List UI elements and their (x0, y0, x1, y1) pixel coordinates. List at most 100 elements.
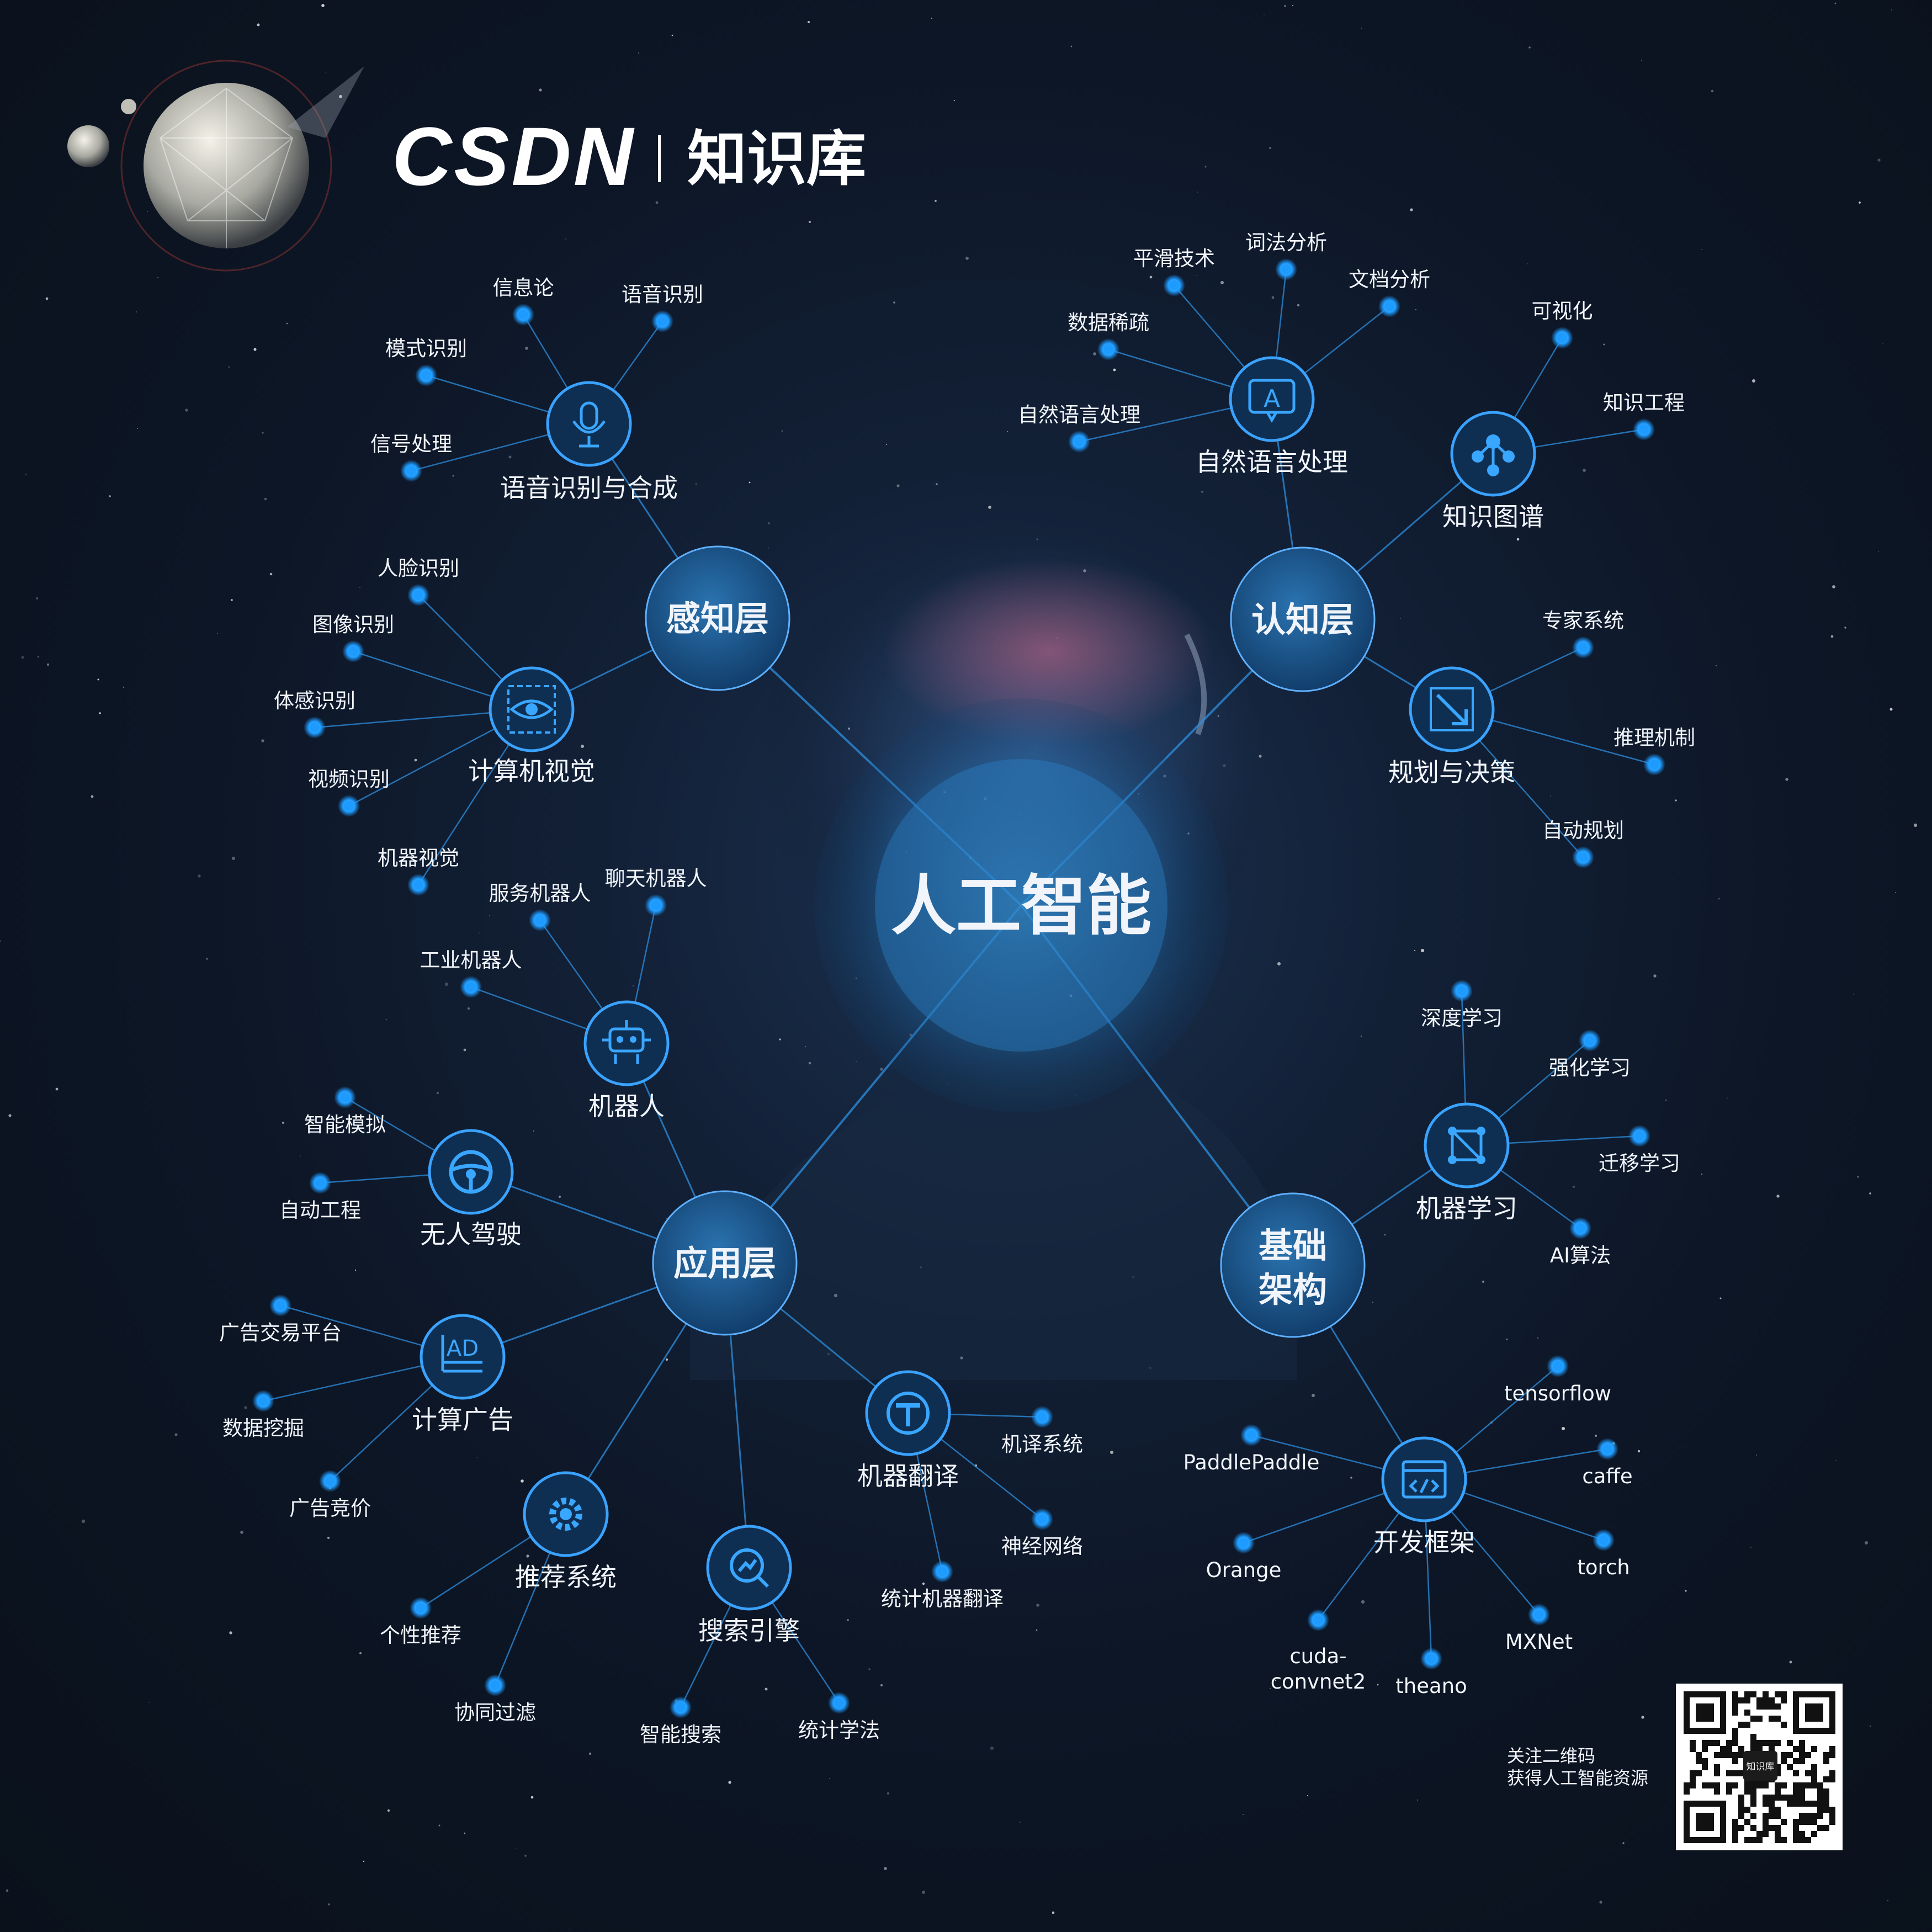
star (253, 348, 257, 351)
hub-perception[interactable]: 感知层 (645, 545, 790, 691)
group-node-translate[interactable]: 机器翻译 (857, 1370, 959, 1491)
leaf-node[interactable]: 统计机器翻译 (881, 1561, 1004, 1611)
star (602, 1577, 604, 1579)
leaf-node[interactable]: 机器视觉 (378, 846, 459, 896)
qr-module (1702, 1764, 1708, 1770)
leaf-node[interactable]: 语音识别 (622, 283, 703, 332)
leaf-node[interactable]: 知识工程 (1603, 391, 1685, 440)
leaf-node[interactable]: tensorflow (1504, 1355, 1611, 1405)
group-node-ml[interactable]: 机器学习 (1416, 1102, 1517, 1223)
leaf-node[interactable]: 自动工程 (279, 1172, 361, 1222)
group-node-kg[interactable]: 知识图谱 (1442, 411, 1544, 532)
leaf-node[interactable]: 可视化 (1532, 299, 1593, 349)
leaf-node[interactable]: AI算法 (1550, 1217, 1611, 1267)
hub-cognition[interactable]: 认知层 (1230, 546, 1376, 692)
qr-module (1817, 1825, 1823, 1831)
leaf-label: 可视化 (1532, 299, 1593, 323)
leaf-node[interactable]: 统计学法 (798, 1692, 880, 1742)
leaf-node[interactable]: 图像识别 (312, 613, 394, 662)
qr-module (1805, 1782, 1811, 1788)
leaf-node[interactable]: 个性推荐 (380, 1597, 461, 1647)
leaf-dot-core (1599, 1535, 1609, 1545)
leaf-node[interactable]: 文档分析 (1349, 268, 1430, 317)
leaf-node[interactable]: 工业机器人 (420, 948, 522, 998)
leaf-node[interactable]: 信息论 (493, 276, 554, 326)
leaf-node[interactable]: 自然语言处理 (1018, 403, 1140, 453)
qr-module (1763, 1831, 1769, 1837)
leaf-node[interactable]: 专家系统 (1542, 609, 1624, 659)
leaf-dot-core (275, 1301, 285, 1310)
group-node-robot[interactable]: 机器人 (583, 1000, 670, 1121)
group-node-nlp[interactable]: A 自然语言处理 (1196, 356, 1348, 477)
star (354, 1269, 357, 1271)
leaf-node[interactable]: MXNet (1505, 1604, 1573, 1654)
leaf-node[interactable]: theano (1395, 1648, 1467, 1698)
leaf-node[interactable]: 数据挖掘 (222, 1390, 304, 1440)
leaf-node[interactable]: Orange (1206, 1532, 1282, 1582)
leaf-label: 自动规划 (1542, 819, 1624, 842)
leaf-node[interactable]: 人脸识别 (378, 556, 459, 606)
leaf-label: 信息论 (493, 276, 554, 300)
qr-module (1799, 1831, 1805, 1837)
group-node-driving[interactable]: 无人驾驶 (420, 1129, 522, 1249)
star (1637, 1450, 1641, 1453)
group-node-speech[interactable]: 语音识别与合成 (500, 381, 678, 503)
qr-module (1787, 1752, 1793, 1758)
leaf-node[interactable]: 模式识别 (385, 337, 467, 386)
leaf-node[interactable]: torch (1577, 1529, 1630, 1579)
leaf-node[interactable]: cuda-convnet2 (1271, 1609, 1366, 1694)
leaf-node[interactable]: 信号处理 (370, 432, 452, 482)
brand-header: CSDN 知识库 (392, 110, 866, 203)
qr-module (1775, 1691, 1781, 1697)
group-node-ads[interactable]: AD 计算广告 (412, 1314, 513, 1435)
center-title: 人工智能 (891, 868, 1151, 944)
star (1093, 352, 1096, 355)
star (325, 72, 326, 73)
leaf-node[interactable]: PaddlePaddle (1183, 1424, 1320, 1474)
leaf-node[interactable]: 强化学习 (1549, 1029, 1631, 1080)
leaf-node[interactable]: 自动规划 (1542, 819, 1624, 868)
leaf-node[interactable]: caffe (1582, 1438, 1633, 1488)
star (1414, 949, 1416, 952)
leaf-label: 数据挖掘 (222, 1416, 304, 1440)
group-node-framework[interactable]: 开发框架 (1373, 1436, 1475, 1557)
leaf-dot-core (1553, 1361, 1563, 1371)
group-node-vision[interactable]: 计算机视觉 (468, 666, 595, 786)
leaf-node[interactable]: 词法分析 (1245, 231, 1327, 280)
leaf-node[interactable]: 神经网络 (1001, 1508, 1083, 1558)
star (1070, 45, 1073, 47)
group-node-circle (546, 381, 632, 467)
qr-module (1811, 1831, 1817, 1837)
star (1415, 309, 1416, 310)
leaf-node[interactable]: 智能模拟 (304, 1086, 386, 1137)
leaf-node[interactable]: 聊天机器人 (605, 867, 707, 916)
leaf-node[interactable]: 数据稀疏 (1068, 311, 1149, 360)
group-node-recommend[interactable]: 推荐系统 (515, 1471, 617, 1592)
leaf-node[interactable]: 机译系统 (1001, 1406, 1083, 1456)
hub-application[interactable]: 应用层 (652, 1190, 798, 1336)
group-node-search[interactable]: 搜索引擎 (698, 1525, 800, 1646)
leaf-node[interactable]: 体感识别 (274, 689, 355, 739)
leaf-node[interactable]: 协同过滤 (454, 1674, 536, 1724)
leaf-node[interactable]: 迁移学习 (1599, 1125, 1680, 1175)
group-node-planning[interactable]: 规划与决策 (1388, 666, 1515, 787)
qr-module (1702, 1758, 1708, 1764)
leaf-node[interactable]: 深度学习 (1421, 980, 1503, 1030)
hub-foundation[interactable]: 基础 架构 (1220, 1192, 1366, 1338)
star (136, 311, 137, 312)
leaf-node[interactable]: 智能搜索 (640, 1696, 721, 1747)
qr-module (1787, 1740, 1793, 1746)
qr-module (1829, 1770, 1835, 1776)
leaf-node[interactable]: 视频识别 (308, 767, 390, 817)
star (887, 1792, 890, 1795)
leaf-node[interactable]: 平滑技术 (1133, 247, 1215, 296)
leaf-node[interactable]: 广告交易平台 (219, 1294, 342, 1345)
leaf-node[interactable]: 推理机制 (1613, 726, 1695, 776)
star (476, 1457, 477, 1458)
leaf-label: 视频识别 (308, 767, 390, 791)
star (185, 408, 188, 412)
leaf-node[interactable]: 服务机器人 (489, 882, 591, 931)
qr-module (1823, 1795, 1829, 1801)
leaf-dot-core (466, 982, 476, 992)
leaf-node[interactable]: 广告竞价 (289, 1470, 371, 1520)
